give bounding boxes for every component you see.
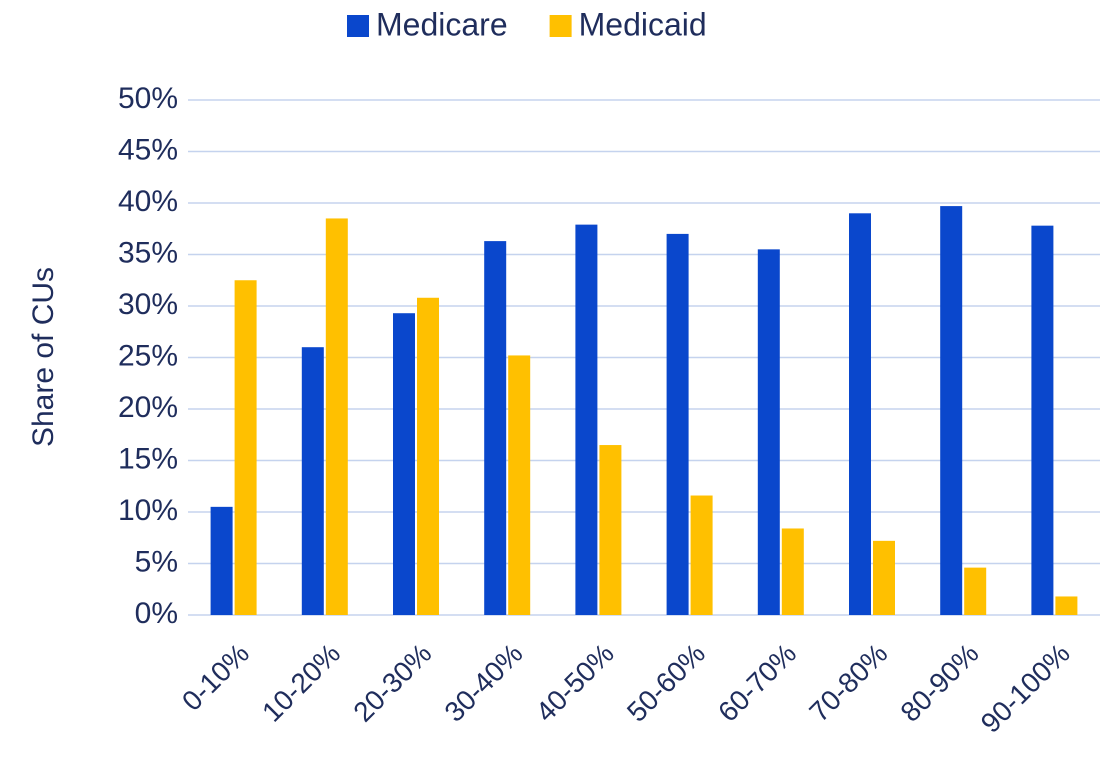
legend-label: Medicaid [579,6,707,42]
bar [210,506,233,615]
y-tick-label: 10% [118,494,178,527]
bar [417,297,439,615]
y-tick-label: 40% [118,185,178,218]
bar [849,213,871,616]
bar [873,540,895,615]
bar [325,218,348,615]
bar [393,313,415,615]
bar [940,206,963,615]
y-tick-label: 15% [118,442,178,475]
bar [508,355,531,615]
x-tick-label: 40-50% [530,638,620,728]
legend-label: Medicare [376,6,508,42]
bar [666,233,689,615]
bar [781,528,804,615]
legend-swatch [549,15,572,37]
bar [1031,225,1054,615]
bar [234,280,257,615]
y-axis-title: Share of CUs [27,267,60,447]
x-tick-label: 30-40% [439,638,529,728]
y-tick-label: 25% [118,339,178,372]
x-tick-label: 20-30% [347,638,437,728]
y-tick-label: 30% [118,288,178,321]
x-tick-label: 90-100% [975,638,1076,739]
bar [964,567,987,615]
y-tick-label: 50% [118,82,178,115]
bar [690,495,713,615]
bar [599,445,622,615]
bar [575,224,598,615]
x-tick-label: 80-90% [895,638,985,728]
x-tick-label: 10-20% [256,638,346,728]
x-tick-label: 60-70% [712,638,802,728]
legend-swatch [347,15,369,37]
x-tick-label: 0-10% [176,638,255,717]
bar [301,347,324,615]
y-tick-label: 45% [118,133,178,166]
y-tick-label: 5% [135,545,178,578]
y-tick-label: 0% [135,597,178,630]
bar [484,241,507,616]
x-tick-label: 50-60% [621,638,711,728]
x-tick-label: 70-80% [803,638,893,728]
bar [1055,596,1078,615]
bar [757,249,780,615]
y-tick-label: 20% [118,391,178,424]
y-tick-label: 35% [118,236,178,269]
